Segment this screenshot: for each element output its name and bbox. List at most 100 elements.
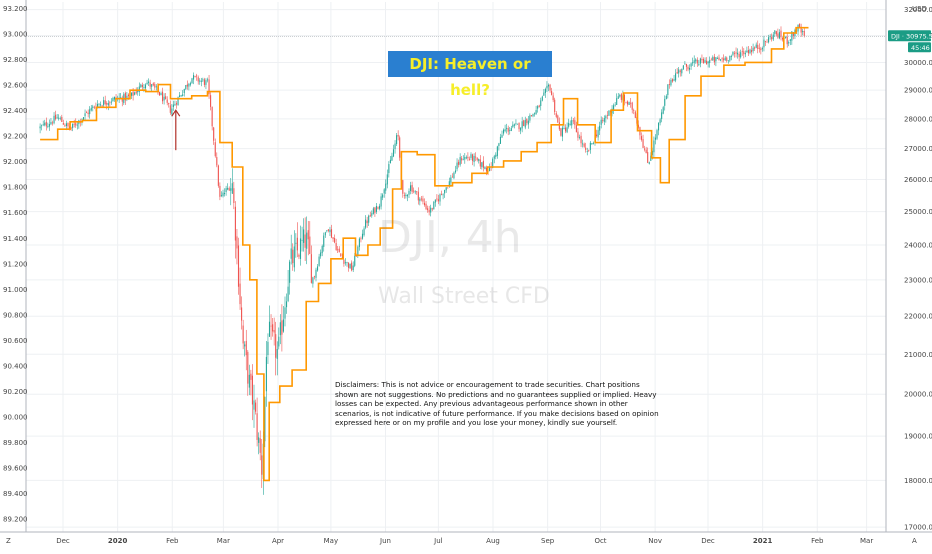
candle-body (653, 140, 655, 153)
candle-body (533, 113, 536, 115)
time-axis-tick-label: 2020 (108, 537, 128, 545)
left-axis-tick-label: 91.200 (3, 260, 28, 268)
candle-body (349, 263, 351, 269)
candle-body (126, 95, 128, 99)
candle-body (244, 344, 246, 347)
time-axis-tick-label: Feb (811, 537, 824, 545)
candle-body (520, 127, 522, 131)
disclaimer-text: Disclaimers: This is not advice or encou… (335, 380, 659, 428)
candle-body (597, 130, 599, 138)
candle-body (304, 234, 306, 248)
candle-body (656, 130, 658, 139)
candle-body (470, 154, 472, 158)
candle-body (568, 122, 570, 127)
candle-body (561, 127, 563, 137)
candle-body (592, 142, 594, 144)
candle-body (241, 307, 243, 321)
candle-body (459, 157, 461, 165)
candle-body (482, 160, 484, 168)
candle-body (673, 79, 675, 81)
candle-body (588, 149, 590, 151)
candle-body (687, 66, 689, 70)
candle-body (634, 111, 636, 118)
candle-body (417, 191, 419, 201)
candle-body (448, 181, 450, 187)
candle-body (134, 92, 136, 95)
candle-body (467, 156, 469, 159)
candle-body (89, 109, 91, 115)
candle-body (769, 35, 771, 38)
candle-body (733, 52, 736, 54)
candle-body (315, 269, 317, 278)
candle-body (468, 158, 470, 160)
candle-body (493, 156, 495, 159)
candle-body (65, 123, 67, 126)
left-axis-tick-label: 89.400 (3, 490, 28, 498)
candle-body (692, 62, 694, 64)
candle-body (216, 157, 218, 166)
candle-body (704, 60, 706, 63)
candle-body (650, 155, 652, 161)
candle-body (324, 232, 326, 236)
candle-body (391, 155, 393, 161)
candle-body (343, 259, 345, 264)
candle-body (766, 41, 768, 43)
candle-body (585, 147, 587, 150)
candle-body (645, 149, 647, 154)
candle-body (234, 206, 236, 241)
candle-body (183, 88, 185, 94)
candle-body (611, 108, 613, 114)
candle-body (200, 80, 202, 82)
candle-body (768, 37, 770, 43)
candle-body (357, 246, 359, 256)
candle-body (464, 156, 466, 160)
candle-body (321, 245, 323, 254)
candle-body (399, 137, 401, 158)
candle-body (374, 207, 376, 214)
candle-body (419, 198, 421, 202)
candle-body (87, 112, 89, 115)
candle-body (499, 136, 501, 144)
candle-body (254, 402, 257, 412)
time-axis-tick-label: Feb (166, 537, 179, 545)
candle-body (312, 277, 314, 284)
candle-body (600, 119, 602, 125)
candle-body (372, 208, 374, 214)
candle-body (109, 102, 111, 104)
candle-body (485, 167, 488, 172)
candle-body (287, 286, 289, 302)
candle-body (192, 75, 195, 80)
candle-body (318, 256, 320, 266)
candle-body (524, 119, 526, 128)
candle-body (684, 63, 686, 65)
candle-body (309, 236, 311, 254)
candle-body (436, 198, 438, 200)
candle-body (803, 30, 805, 36)
candle-body (513, 124, 515, 126)
candle-body (165, 96, 167, 100)
candle-body (723, 58, 725, 61)
candle-body (265, 356, 267, 392)
candle-body (439, 194, 441, 202)
candle-body (406, 195, 408, 197)
left-axis-tick-label: 89.600 (3, 465, 28, 473)
candle-body (481, 162, 483, 167)
candle-body (599, 125, 601, 131)
time-axis-tick-label: 2021 (753, 537, 773, 545)
candle-body (462, 159, 464, 161)
candle-body (289, 261, 291, 283)
candle-body (222, 192, 224, 197)
candle-body (527, 120, 529, 125)
candle-body (428, 209, 430, 213)
candle-body (337, 249, 339, 251)
candle-body (442, 194, 444, 196)
candle-body (574, 120, 576, 126)
candle-body (299, 238, 302, 259)
candle-body (380, 196, 382, 207)
candle-body (478, 158, 480, 161)
candle-body (332, 237, 334, 240)
candle-body (451, 176, 453, 178)
time-axis-tick-label: Oct (594, 537, 606, 545)
